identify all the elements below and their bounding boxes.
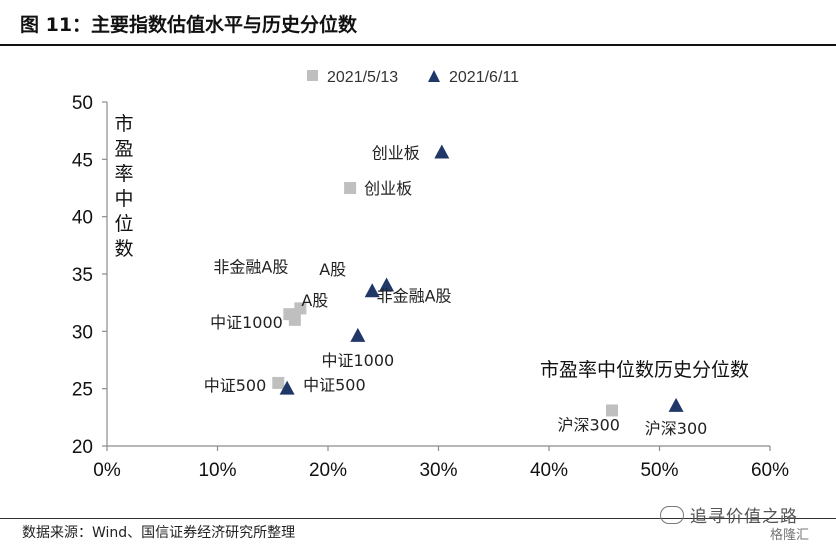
chart-annotation: 市盈率中位数历史分位数 <box>540 359 749 381</box>
x-tick-label: 50% <box>640 460 678 481</box>
triangle-point <box>379 277 395 292</box>
y-tick-label: 25 <box>72 380 93 401</box>
y-tick-label: 20 <box>72 437 93 458</box>
x-tick-label: 40% <box>530 460 568 481</box>
y-tick-label: 30 <box>72 322 93 343</box>
point-label: 沪深300 <box>557 415 620 434</box>
legend-triangle-marker <box>428 70 440 82</box>
point-label: 非金融A股 <box>213 257 288 276</box>
y-tick-label: 45 <box>72 150 93 171</box>
square-point <box>605 404 618 417</box>
point-label: 中证1000 <box>321 351 394 370</box>
title-bar: 图 11：主要指数估值水平与历史分位数 <box>0 0 836 46</box>
point-label: 创业板 <box>364 179 412 198</box>
wechat-icon <box>660 506 684 524</box>
point-label: A股 <box>301 291 328 310</box>
watermark-text: 追寻价值之路 <box>690 507 798 527</box>
point-label: 中证500 <box>204 376 267 395</box>
x-tick-label: 0% <box>93 460 121 481</box>
chart-marks <box>272 144 684 417</box>
point-label: 创业板 <box>372 143 420 162</box>
gelonghui-logo: 格隆汇 <box>770 528 810 543</box>
point-label: 中证1000 <box>210 313 283 332</box>
point-label: 非金融A股 <box>377 286 452 305</box>
triangle-point <box>434 144 450 159</box>
y-axis-label-char: 数 <box>114 238 133 260</box>
triangle-point <box>279 380 295 395</box>
legend-square-marker <box>307 70 318 81</box>
watermark: 追寻价值之路 <box>660 502 798 527</box>
y-axis-label-char: 率 <box>114 163 133 185</box>
x-tick-label: 10% <box>198 460 236 481</box>
triangle-point <box>668 397 684 412</box>
triangle-point <box>364 283 380 298</box>
x-tick-label: 60% <box>751 460 789 481</box>
x-tick-label: 20% <box>309 460 347 481</box>
source-note: 数据来源：Wind、国信证券经济研究所整理 <box>22 525 296 541</box>
triangle-point <box>350 327 366 342</box>
point-label: A股 <box>319 260 346 279</box>
figure-title: 图 11：主要指数估值水平与历史分位数 <box>20 14 358 36</box>
y-tick-label: 50 <box>72 93 93 114</box>
point-labels: 创业板非金融A股A股中证1000中证500沪深300创业板非金融A股A股中证10… <box>204 143 708 437</box>
y-tick-label: 40 <box>72 208 93 229</box>
point-label: 沪深300 <box>645 419 708 438</box>
y-axis-label-char: 市 <box>114 113 133 135</box>
square-point <box>288 313 301 326</box>
point-label: 中证500 <box>303 376 366 395</box>
axes: 20 25 30 35 40 45 50 0% 10% 20% 30% 40% 50% 60% <box>72 93 789 481</box>
legend-label-2021-6-11: 2021/6/11 <box>449 69 519 86</box>
legend: 2021/5/13 2021/6/11 <box>307 69 519 86</box>
y-tick-label: 35 <box>72 265 93 286</box>
y-axis-label-char: 位 <box>114 213 133 235</box>
y-axis-label: 市盈率中位数 <box>114 113 133 260</box>
footer-divider <box>0 518 836 519</box>
square-point <box>272 376 285 389</box>
square-point <box>344 182 357 194</box>
square-point <box>294 302 307 315</box>
legend-label-2021-5-13: 2021/5/13 <box>327 69 398 86</box>
y-axis-label-char: 中 <box>114 188 133 210</box>
y-axis-label-char: 盈 <box>114 138 133 160</box>
x-tick-label: 30% <box>419 460 457 481</box>
